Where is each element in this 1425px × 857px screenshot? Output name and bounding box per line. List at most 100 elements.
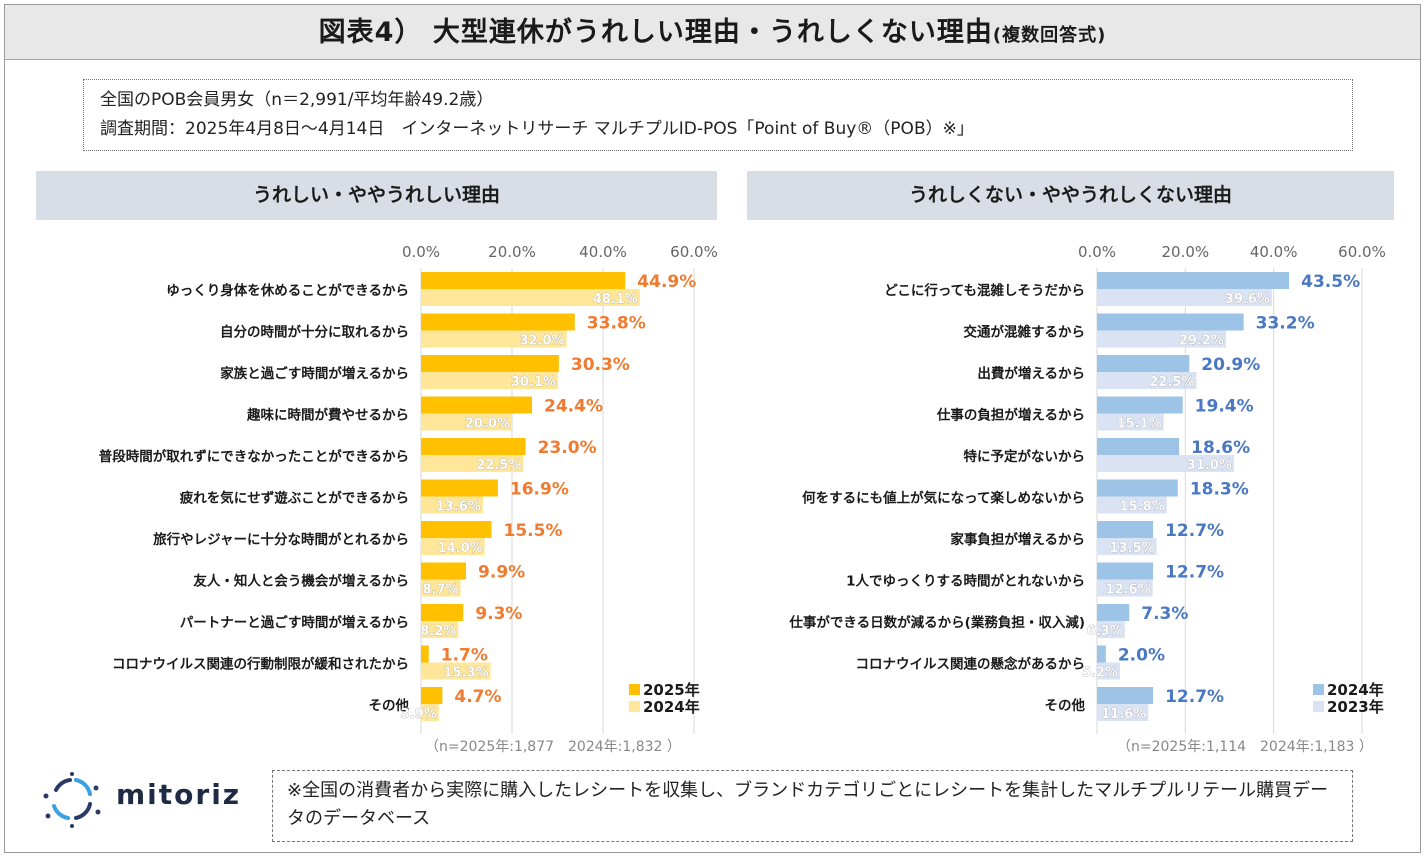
right-value-label-primary: 2.0%: [1118, 646, 1165, 666]
left-value-label-primary: 9.9%: [478, 563, 525, 583]
right-category-label: 家事負担が増えるから: [950, 531, 1085, 548]
left-value-label-secondary: 13.6%: [436, 500, 481, 515]
right-bar-2024年: [1097, 562, 1154, 580]
left-bar-2025年: [421, 313, 575, 331]
right-value-label-secondary: 6.3%: [1087, 624, 1123, 639]
right-tick-label: 60.0%: [1338, 243, 1386, 261]
left-bar-2025年: [421, 645, 429, 663]
left-bar-2024年: [421, 704, 439, 721]
right-value-label-secondary: 31.0%: [1187, 458, 1232, 473]
chart-unhappy-reasons: 0.0% 20.0% 40.0% 60.0% どこに行っても混雑しそうだから 43.5% 3…: [788, 243, 1386, 734]
right-category-label: 仕事の負担が増えるから: [936, 407, 1085, 424]
right-value-label-secondary: 29.2%: [1179, 334, 1224, 349]
right-category-label: 特に予定がないから: [964, 448, 1086, 465]
left-category-label: 自分の時間が十分に取れるから: [220, 324, 409, 341]
left-tick-label: 20.0%: [488, 243, 536, 261]
right-bar-2024年: [1097, 313, 1244, 331]
left-value-label-secondary: 15.3%: [444, 666, 489, 681]
left-value-label-primary: 24.4%: [544, 397, 603, 417]
right-bar-2023年: [1097, 413, 1164, 431]
right-value-label-secondary: 11.6%: [1101, 707, 1146, 722]
left-sample-size-note: （n=2025年:1,877 2024年:1,832 ）: [425, 739, 681, 755]
right-legend-swatch-primary: [1313, 684, 1324, 695]
left-bar-2024年: [421, 662, 491, 680]
left-bar-2024年: [421, 496, 483, 514]
right-bar-2024年: [1097, 687, 1154, 704]
right-value-label-primary: 33.2%: [1256, 314, 1315, 334]
right-legend-label-primary: 2024年: [1327, 681, 1384, 699]
right-category-label: 出費が増えるから: [977, 365, 1085, 382]
right-tick-label: 40.0%: [1250, 243, 1298, 261]
right-bar-2024年: [1097, 272, 1290, 289]
left-legend-label-secondary: 2024年: [643, 698, 700, 716]
left-value-label-primary: 4.7%: [454, 687, 501, 707]
left-legend-swatch-primary: [629, 684, 640, 695]
right-bar-2023年: [1097, 289, 1272, 306]
left-bar-2025年: [421, 438, 526, 455]
left-tick-label: 60.0%: [670, 243, 718, 261]
title-sub: (複数回答式): [992, 25, 1107, 46]
right-value-label-secondary: 15.8%: [1120, 500, 1165, 515]
right-value-label-primary: 7.3%: [1141, 604, 1188, 624]
left-value-label-secondary: 32.0%: [519, 334, 564, 349]
left-bar-2024年: [421, 538, 485, 555]
right-category-label: コロナウイルス関連の懸念があるから: [856, 656, 1086, 673]
logo-text: mitoriz: [116, 778, 242, 811]
right-value-label-secondary: 5.2%: [1082, 666, 1118, 681]
right-value-label-primary: 18.3%: [1190, 480, 1249, 500]
left-category-label: パートナーと過ごす時間が増えるから: [180, 614, 409, 631]
footnote-box: ※全国の消費者から実際に購入したレシートを収集し、ブランドカテゴリごとにレシート…: [272, 770, 1353, 842]
right-tick-label: 0.0%: [1078, 243, 1116, 261]
survey-info-box: 全国のPOB会員男女（n＝2,991/平均年齢49.2歳） 調査期間：2025年…: [83, 79, 1353, 151]
left-value-label-secondary: 20.0%: [465, 417, 510, 432]
right-bar-2023年: [1097, 704, 1149, 721]
left-bar-2025年: [421, 355, 559, 372]
right-bar-2024年: [1097, 604, 1130, 621]
left-value-label-secondary: 48.1%: [593, 292, 638, 307]
left-category-label: 友人・知人と会う機会が増えるから: [193, 573, 409, 590]
right-bar-2023年: [1097, 330, 1226, 348]
right-category-label: その他: [1045, 697, 1086, 714]
left-bar-2024年: [421, 372, 558, 389]
left-bar-2024年: [421, 289, 640, 306]
survey-info-line-2: 調査期間：2025年4月8日～4月14日 インターネットリサーチ マルチプルID…: [100, 119, 974, 139]
left-bar-2024年: [421, 621, 459, 638]
right-bar-2024年: [1097, 479, 1178, 497]
right-legend-swatch-secondary: [1313, 701, 1324, 712]
left-legend-label-primary: 2025年: [643, 681, 700, 699]
left-value-label-primary: 1.7%: [441, 646, 488, 666]
right-value-label-secondary: 13.5%: [1110, 541, 1155, 556]
left-bar-2024年: [421, 455, 524, 472]
left-category-label: 家族と過ごす時間が増えるから: [220, 365, 409, 382]
left-value-label-secondary: 8.7%: [423, 583, 459, 598]
chart-happy-reasons: 0.0% 20.0% 40.0% 60.0% ゆっくり身体を休めることができるから 44.…: [99, 243, 718, 734]
page-title: 図表4） 大型連休がうれしい理由・うれしくない理由(複数回答式): [5, 5, 1420, 60]
right-bar-2023年: [1097, 579, 1153, 597]
title-main: 図表4） 大型連休がうれしい理由・うれしくない理由: [318, 17, 993, 48]
left-category-label: ゆっくり身体を休めることができるから: [166, 282, 409, 299]
right-bar-2024年: [1097, 355, 1190, 372]
right-category-label: 何をするにも値上が気になって楽しめないから: [802, 490, 1085, 507]
mitoriz-logo: mitoriz: [36, 768, 266, 834]
right-legend-label-secondary: 2023年: [1327, 698, 1384, 716]
left-tick-label: 40.0%: [579, 243, 627, 261]
right-category-label: 仕事ができる日数が減るから(業務負担・収入減): [788, 614, 1085, 631]
right-value-label-primary: 19.4%: [1195, 397, 1254, 417]
right-value-label-primary: 18.6%: [1191, 438, 1250, 458]
left-category-label: 疲れを気にせず遊ぶことができるから: [180, 490, 409, 507]
left-value-label-primary: 9.3%: [475, 604, 522, 624]
right-value-label-primary: 43.5%: [1301, 272, 1360, 292]
right-value-label-primary: 12.7%: [1165, 687, 1224, 707]
right-bar-2024年: [1097, 521, 1154, 538]
left-value-label-primary: 33.8%: [587, 314, 646, 334]
right-category-label: どこに行っても混雑しそうだから: [884, 282, 1085, 299]
left-value-label-secondary: 22.5%: [476, 458, 521, 473]
left-value-label-secondary: 30.1%: [511, 375, 556, 390]
right-value-label-primary: 20.9%: [1201, 355, 1260, 375]
left-bar-2025年: [421, 604, 464, 621]
left-bar-2025年: [421, 521, 492, 538]
right-category-label: 交通が混雑するから: [964, 324, 1086, 341]
left-legend-swatch-secondary: [629, 701, 640, 712]
left-value-label-primary: 44.9%: [637, 272, 696, 292]
right-bar-2023年: [1097, 496, 1167, 514]
